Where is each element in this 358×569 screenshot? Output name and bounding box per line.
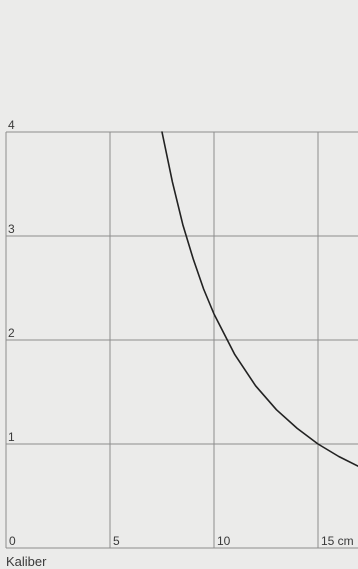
x-tick-label: 0 bbox=[9, 534, 16, 548]
y-tick-label: 1 bbox=[8, 430, 15, 444]
grid-lines bbox=[5, 131, 358, 549]
series-line bbox=[161, 131, 358, 467]
y-tick-label: 3 bbox=[8, 222, 15, 236]
y-tick-label: 2 bbox=[8, 326, 15, 340]
x-tick-label: 10 bbox=[217, 534, 231, 548]
x-tick-label: 5 bbox=[113, 534, 120, 548]
tick-labels: 0 5 10 15 cm 1 2 3 4 bbox=[8, 118, 354, 548]
series-group bbox=[161, 131, 358, 467]
x-axis-label: Kaliber bbox=[6, 554, 47, 569]
y-tick-label: 4 bbox=[8, 118, 15, 132]
x-tick-label: 15 cm bbox=[321, 534, 354, 548]
